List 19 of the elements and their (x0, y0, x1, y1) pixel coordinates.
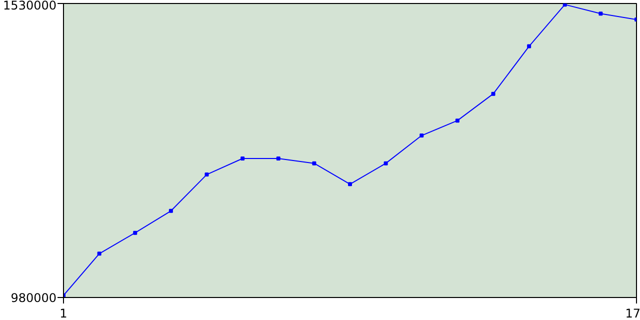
point (527, 44, 532, 48)
x-tick-label: 1 (60, 306, 68, 320)
point (348, 182, 352, 186)
point (97, 252, 102, 256)
y-tick-label: 980000 (10, 291, 57, 305)
x-tick-label: 17 (625, 306, 640, 320)
point (420, 134, 424, 138)
y-tick-label: 1530000 (3, 0, 57, 12)
point (562, 4, 567, 7)
point (240, 156, 245, 161)
point (133, 230, 138, 235)
point (598, 12, 603, 16)
point (491, 92, 496, 96)
point (168, 208, 173, 213)
point (276, 156, 280, 161)
point (204, 172, 209, 177)
point (455, 118, 460, 123)
point (384, 161, 388, 166)
point (312, 161, 316, 166)
